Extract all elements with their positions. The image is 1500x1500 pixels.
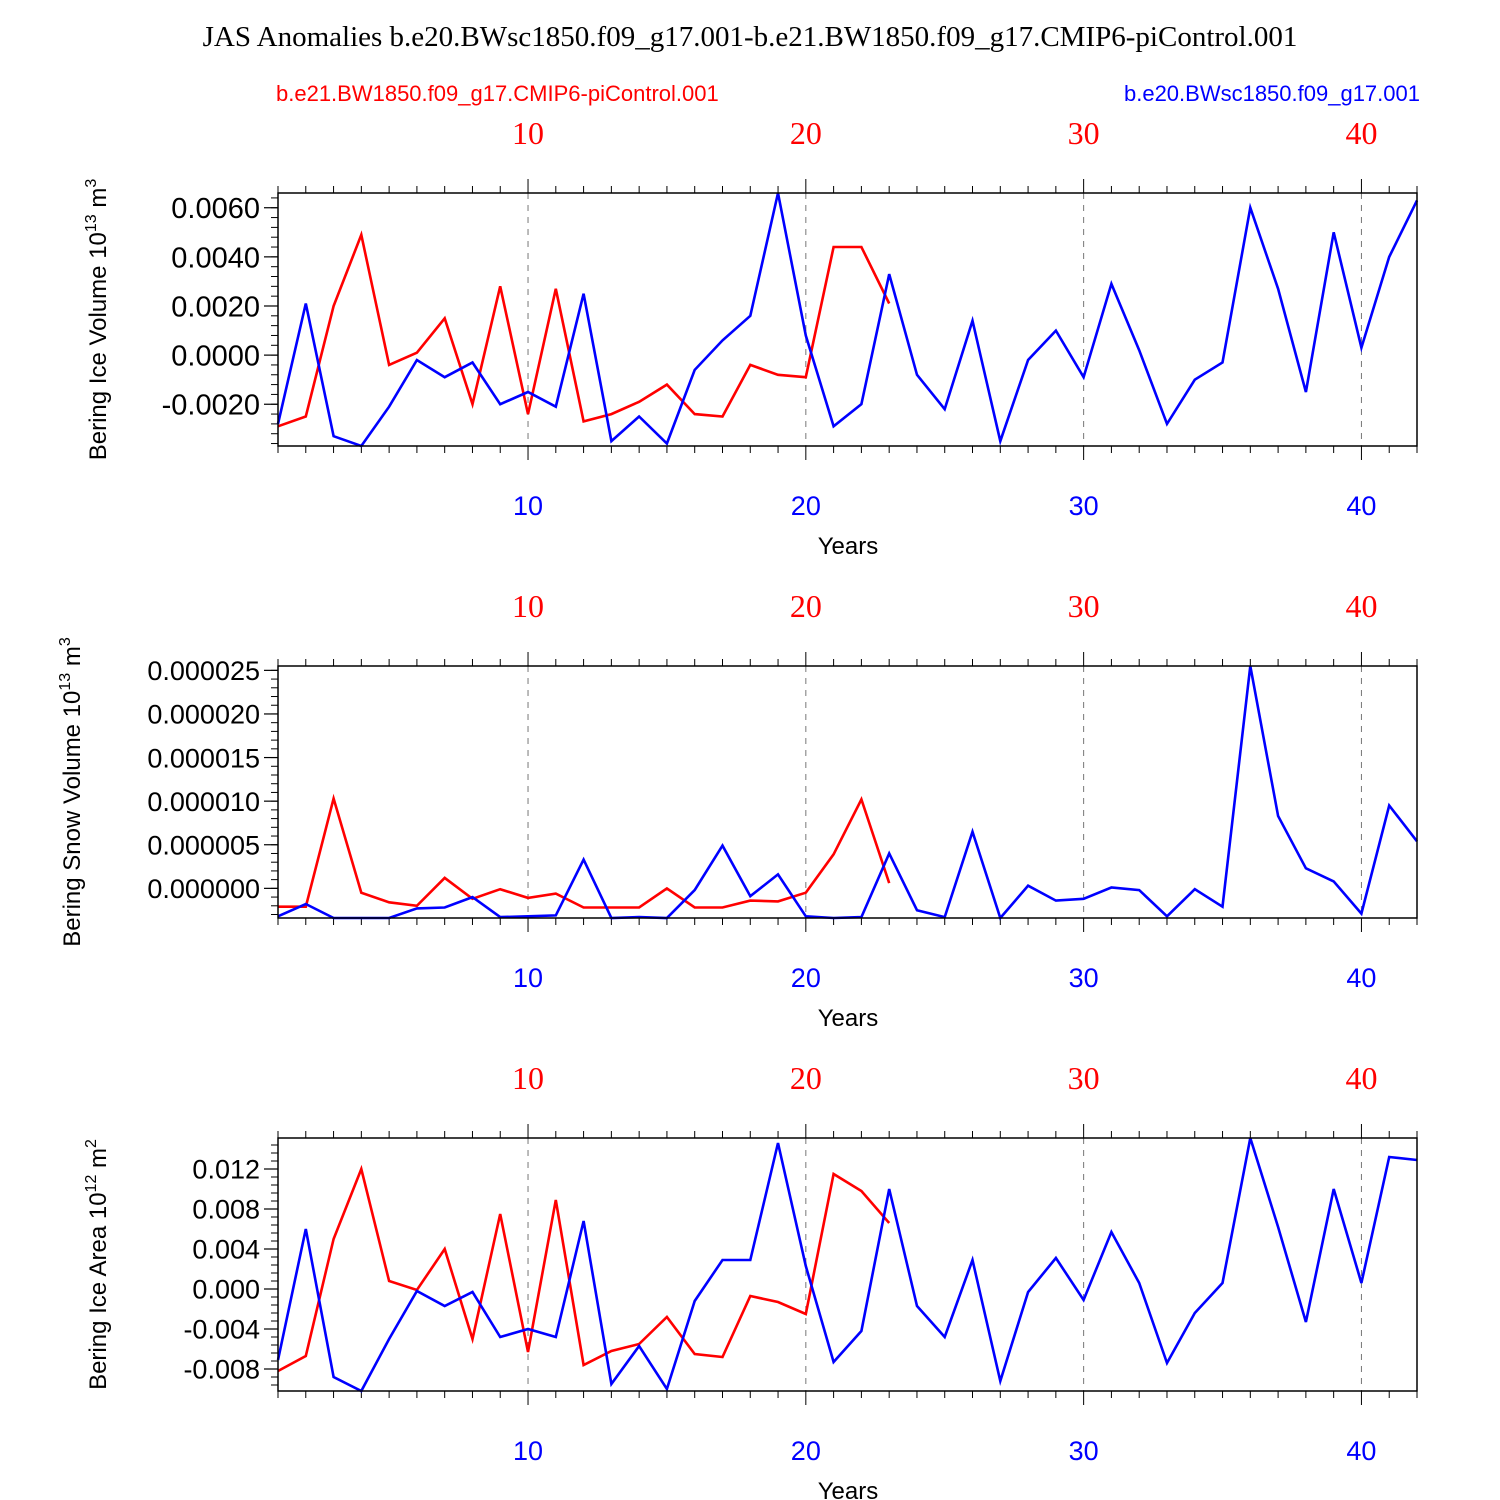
- x-tick-label-top: 40: [1345, 115, 1377, 151]
- series-line-blue: [276, 1137, 1418, 1393]
- y-tick-label: 0.000: [192, 1275, 260, 1305]
- y-tick-label: -0.008: [183, 1355, 260, 1385]
- y-tick-label: 0.0000: [171, 341, 260, 373]
- y-tick-label: 0.0020: [171, 291, 260, 323]
- y-tick-label: 0.000005: [147, 830, 260, 860]
- x-tick-label-top: 30: [1068, 1060, 1100, 1096]
- x-tick-label-top: 20: [790, 588, 822, 624]
- x-tick-label-bottom: 40: [1346, 1436, 1376, 1466]
- y-tick-label: 0.000010: [147, 787, 260, 817]
- x-tick-label-bottom: 30: [1069, 963, 1099, 993]
- x-tick-label-top: 30: [1068, 588, 1100, 624]
- x-tick-label-bottom: 40: [1346, 491, 1376, 521]
- x-axis-label: Years: [818, 533, 879, 560]
- y-tick-label: -0.004: [183, 1315, 260, 1345]
- legend-red-label: b.e21.BW1850.f09_g17.CMIP6-piControl.001: [276, 81, 719, 106]
- x-axis-label: Years: [818, 1478, 879, 1500]
- x-tick-label-bottom: 10: [513, 1436, 543, 1466]
- panels: -0.0020 0.0000 0.0020 0.0040 0.0060 10 10 20 20 3…: [57, 115, 1419, 1500]
- x-tick-label-top: 40: [1345, 1060, 1377, 1096]
- x-tick-label-bottom: 10: [513, 963, 543, 993]
- x-tick-label-bottom: 10: [513, 491, 543, 521]
- plot-frame: [277, 1137, 1418, 1392]
- x-tick-label-top: 20: [790, 1060, 822, 1096]
- y-axis-label: Bering Ice Area 1012 m2: [83, 1139, 112, 1390]
- panel-ice-volume: -0.0020 0.0000 0.0020 0.0040 0.0060 10 10 20 20 3…: [83, 115, 1419, 560]
- x-tick-label-bottom: 30: [1069, 1436, 1099, 1466]
- legend-blue-label: b.e20.BWsc1850.f09_g17.001: [1124, 81, 1420, 106]
- panel-snow-volume: 0.000000 0.000005 0.000010 0.000015 0.000020…: [57, 588, 1419, 1032]
- panel-ice-area: -0.008 -0.004 0.000 0.004 0.008 0.012 10 10 20 20…: [83, 1060, 1418, 1500]
- series-line-red: [278, 793, 891, 909]
- y-axis-label: Bering Snow Volume 1013 m3: [57, 637, 86, 947]
- y-tick-label: 0.008: [192, 1195, 260, 1225]
- x-tick-label-bottom: 20: [791, 1436, 821, 1466]
- x-tick-label-top: 40: [1345, 588, 1377, 624]
- x-tick-label-top: 10: [512, 1060, 544, 1096]
- x-axis-label: Years: [818, 1005, 879, 1032]
- plot-frame: [277, 192, 1418, 447]
- plot-frame: [277, 665, 1418, 919]
- y-tick-label: -0.0020: [162, 390, 260, 422]
- y-tick-label: 0.0060: [171, 193, 260, 225]
- x-tick-label-bottom: 40: [1346, 963, 1376, 993]
- x-tick-label-top: 20: [790, 115, 822, 151]
- series-line-red: [277, 1164, 891, 1373]
- figure-title: JAS Anomalies b.e20.BWsc1850.f09_g17.001…: [203, 21, 1298, 53]
- y-tick-label: 0.004: [192, 1235, 260, 1265]
- y-tick-label: 0.000015: [147, 743, 260, 773]
- series-line-red: [277, 230, 891, 428]
- y-tick-label: 0.000025: [147, 656, 260, 686]
- x-tick-label-bottom: 30: [1069, 491, 1099, 521]
- y-tick-label: 0.000000: [147, 874, 260, 904]
- x-tick-label-top: 10: [512, 115, 544, 151]
- x-tick-label-bottom: 20: [791, 491, 821, 521]
- y-tick-label: 0.000020: [147, 700, 260, 730]
- y-tick-label: 0.012: [192, 1155, 260, 1185]
- y-tick-label: 0.0040: [171, 242, 260, 274]
- series-line-blue: [276, 192, 1419, 448]
- x-tick-label-top: 30: [1068, 115, 1100, 151]
- x-tick-label-bottom: 20: [791, 963, 821, 993]
- x-tick-label-top: 10: [512, 588, 544, 624]
- y-axis-label: Bering Ice Volume 1013 m3: [83, 179, 112, 461]
